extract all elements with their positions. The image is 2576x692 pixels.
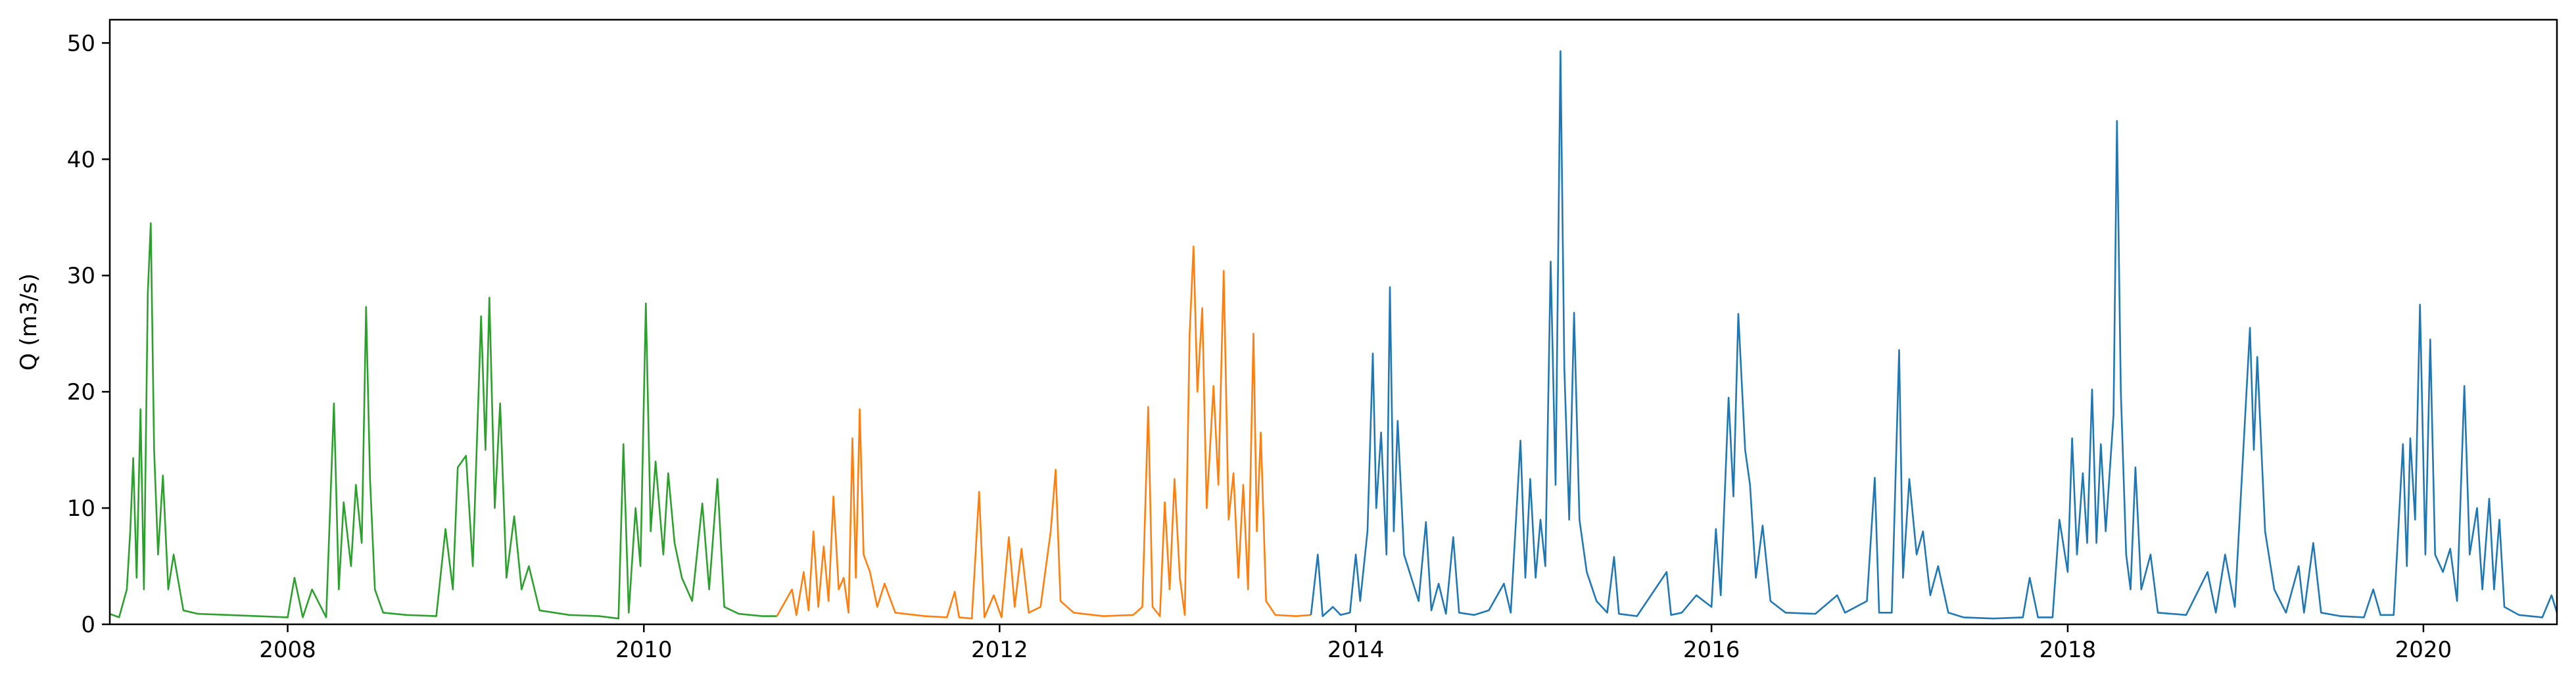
x-tick-label: 2012: [971, 637, 1028, 663]
y-tick-label: 40: [67, 147, 95, 173]
y-tick-label: 50: [67, 30, 95, 57]
series-layer: [109, 50, 2558, 620]
x-axis: 2008 2010 2012 2014 2016 2018 2020: [259, 624, 2452, 663]
x-tick-label: 2010: [615, 637, 673, 663]
x-tick-label: 2008: [259, 637, 316, 663]
y-axis: 0 10 20 30 40 50: [67, 30, 110, 638]
y-tick-label: 0: [81, 612, 95, 638]
series-line-0: [109, 222, 777, 620]
x-tick-label: 2016: [1683, 637, 1740, 663]
y-axis-label: Q (m3/s): [16, 273, 42, 371]
y-tick-label: 10: [67, 496, 95, 522]
y-tick-label: 30: [67, 263, 95, 289]
x-tick-label: 2014: [1327, 637, 1385, 663]
x-tick-label: 2020: [2395, 637, 2452, 663]
plot-frame: [108, 18, 2558, 626]
series-line-1: [776, 245, 1312, 620]
y-tick-label: 20: [67, 379, 95, 405]
series-line-2: [1310, 50, 2558, 620]
x-tick-label: 2018: [2039, 637, 2097, 663]
